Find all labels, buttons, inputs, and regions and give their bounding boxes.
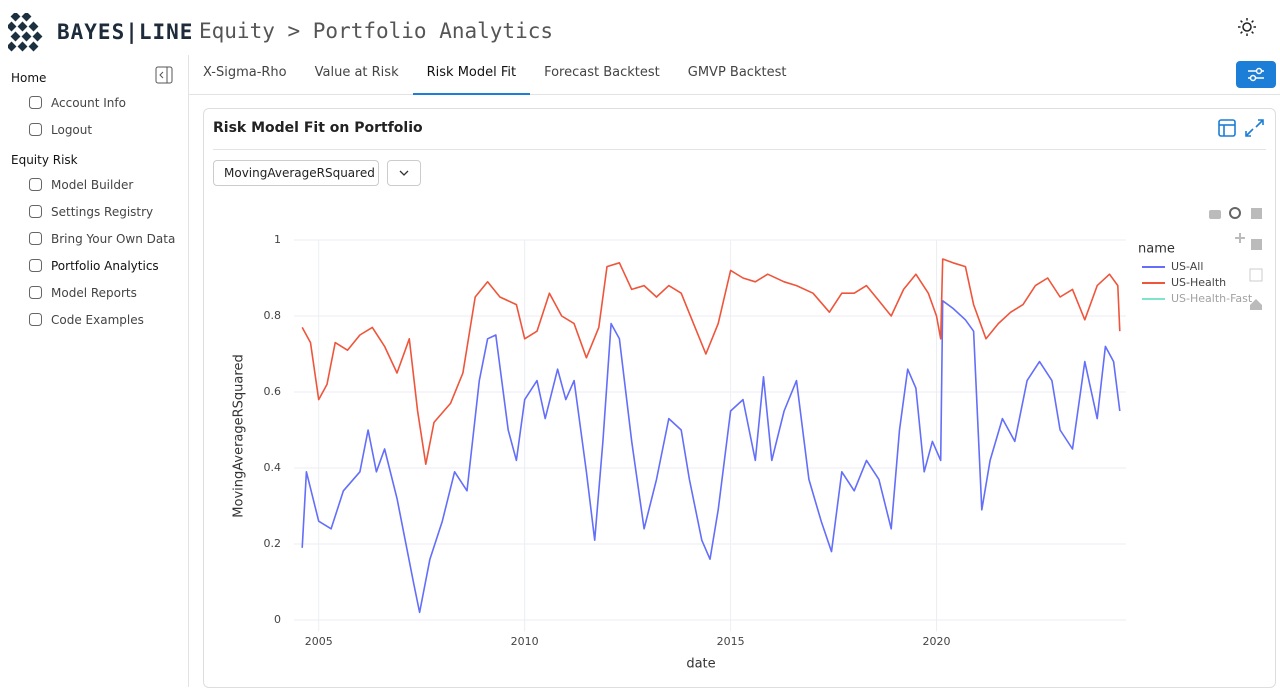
nav-item[interactable]: Code Examples [0,306,188,333]
x-axis-title: date [686,657,715,672]
tab[interactable]: X-Sigma-Rho [203,65,287,80]
tab-bar: X-Sigma-Rho Value at Risk Risk Model Fit Fo… [189,55,1280,95]
nav-item[interactable]: Portfolio Analytics [0,252,188,279]
tab[interactable]: Value at Risk [314,65,399,80]
x-tick-label: 2005 [305,635,333,648]
dropdown-value: MovingAverageRSquared [224,166,375,180]
y-tick-label: 0.8 [264,309,282,322]
card-actions[interactable] [1218,119,1268,137]
tab[interactable]: Forecast Backtest [544,65,660,80]
y-axis-title: MovingAverageRSquared [232,354,247,517]
nav-label: Bring Your Own Data [51,231,176,246]
series-line [301,300,1121,614]
tab[interactable]: Risk Model Fit [412,55,531,95]
nav-item[interactable]: Model Builder [0,171,188,198]
card-title: Risk Model Fit on Portfolio [213,120,423,136]
metric-dropdown[interactable]: MovingAverageRSquared [213,160,379,186]
logo-text: BAYES|LINE [57,20,194,44]
x-tick-label: 2020 [923,635,951,648]
nav-label: Model Reports [51,285,137,300]
collapse-button[interactable] [155,66,173,84]
sidebar: Home Account Info Logout Equity Risk Mode… [0,55,189,687]
legend-title: name [1138,242,1175,257]
logo-icon [8,13,43,52]
nav-icon [29,259,42,272]
nav-label: Settings Registry [51,204,154,219]
tab[interactable]: GMVP Backtest [687,65,787,80]
nav-icon [29,205,42,218]
nav-section: Equity Risk [11,153,78,167]
x-tick-label: 2010 [511,635,539,648]
chart: 2020 2015 2010 2005 1 0.8 0.6 0.4 0.2 0 name date… [232,207,1263,672]
y-tick-label: 0.2 [264,537,282,550]
nav-label: Logout [51,122,93,137]
settings-button[interactable] [1236,61,1276,88]
nav-item[interactable]: Model Reports [0,279,188,306]
settings-icon [1248,67,1264,82]
nav-label: Account Info [51,95,126,110]
nav-icon [29,178,42,191]
y-tick-label: 1 [274,233,281,246]
y-tick-label: 0.4 [264,461,282,474]
x-tick-label: 2015 [717,635,745,648]
nav-label: Portfolio Analytics [51,258,159,273]
nav-label: Code Examples [51,312,144,327]
breadcrumb: Equity > Portfolio Analytics [199,19,554,43]
nav-item[interactable]: Logout [0,116,188,143]
nav-icon [29,313,42,326]
nav-icon [29,96,42,109]
nav-item[interactable]: Settings Registry [0,198,188,225]
y-tick-label: 0 [274,613,281,626]
modebar[interactable] [1209,207,1263,310]
legend-label: US-Health-Fast [1171,292,1253,305]
nav-icon [29,286,42,299]
nav-label: Model Builder [51,177,134,192]
legend-label: US-Health [1171,276,1226,289]
divider [213,149,1266,150]
nav-icon [29,123,42,136]
legend-label: US-All [1171,260,1203,273]
chevron [399,170,409,176]
series-line [301,258,1121,465]
nav-section: Home [11,71,47,85]
secondary-dropdown[interactable] [387,160,421,186]
y-tick-label: 0.6 [264,385,282,398]
nav-item[interactable]: Account Info [0,89,188,116]
nav-item[interactable]: Bring Your Own Data [0,225,188,252]
theme-toggle[interactable] [1238,18,1256,36]
nav-icon [29,232,42,245]
